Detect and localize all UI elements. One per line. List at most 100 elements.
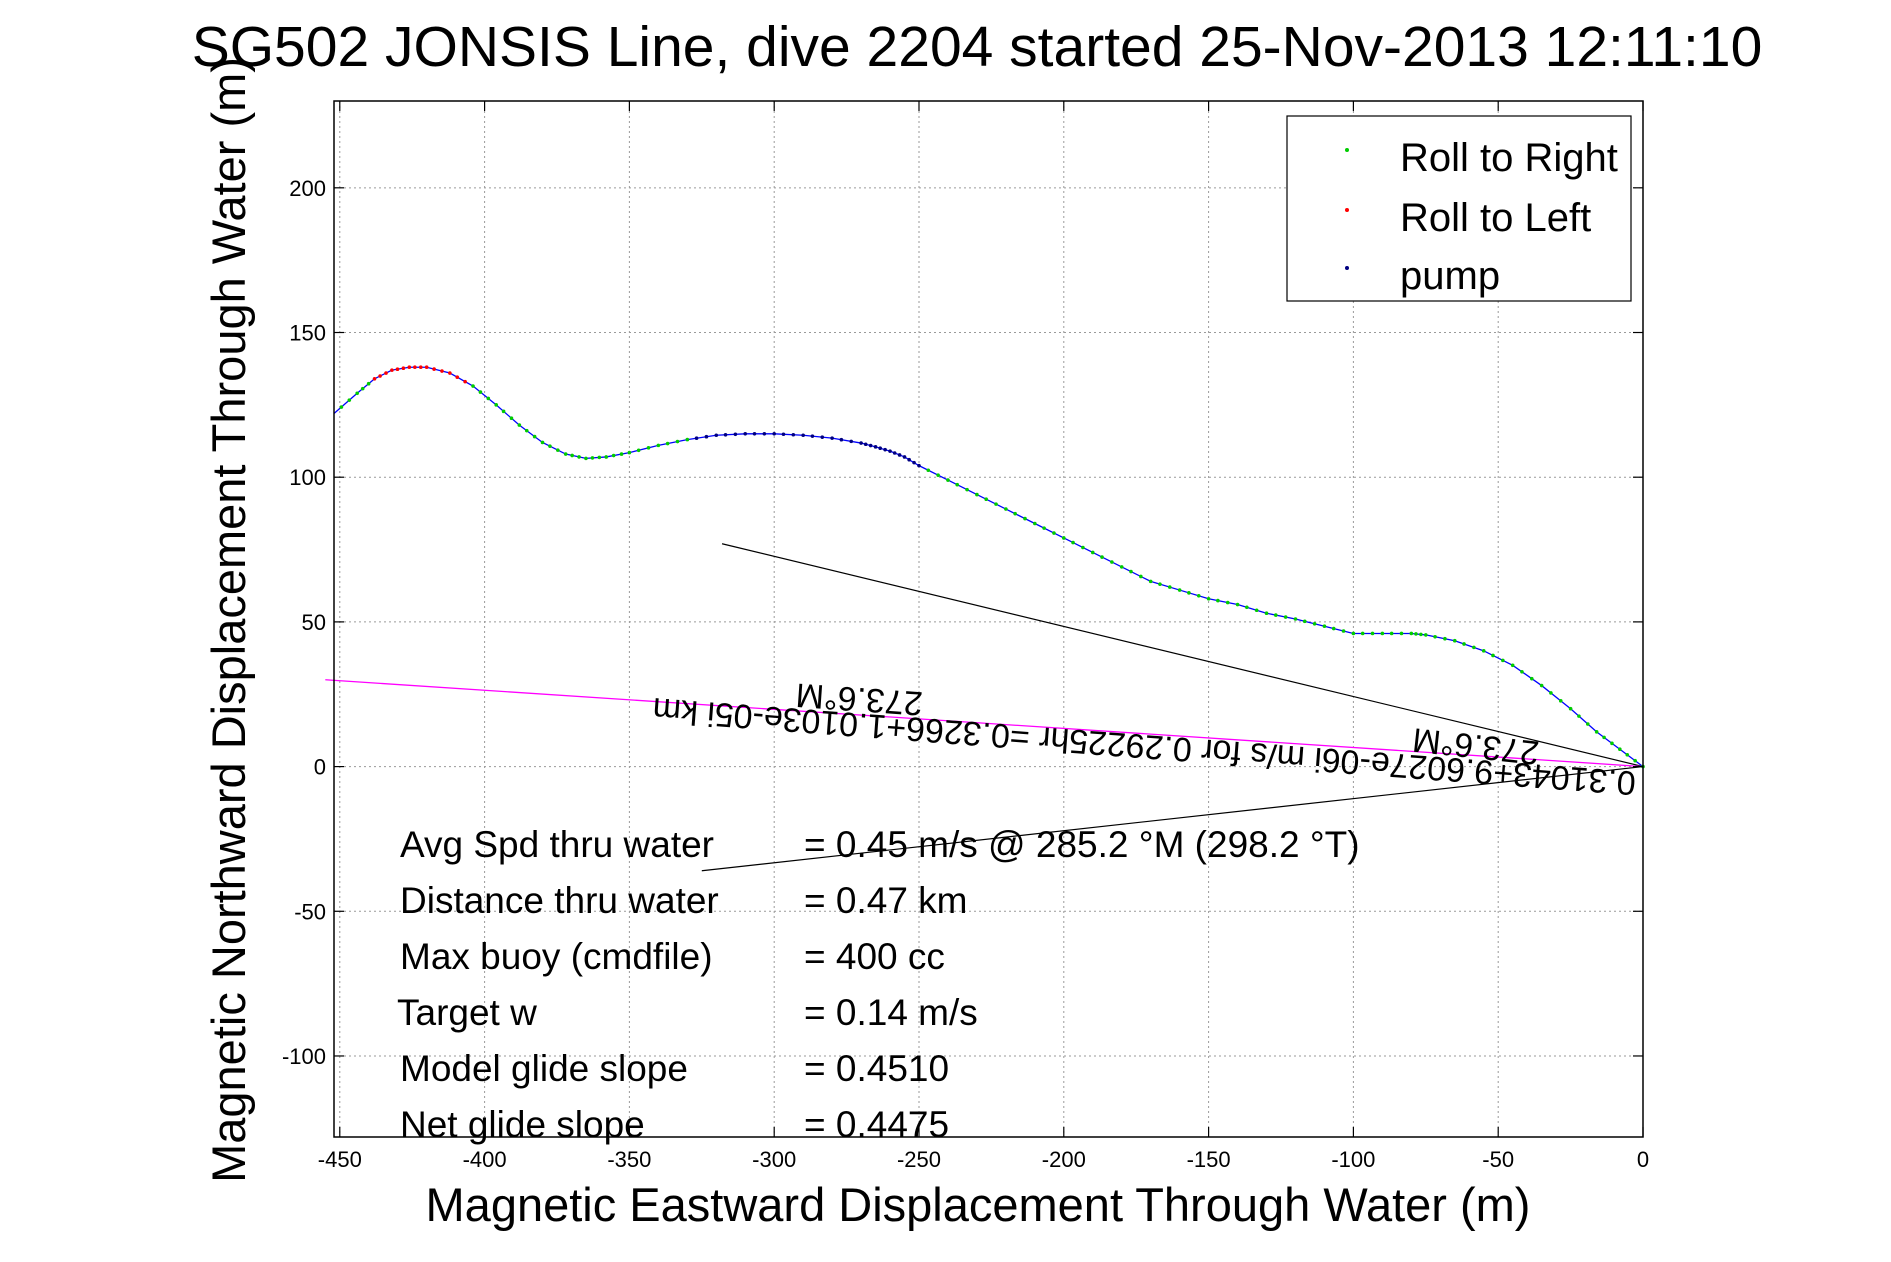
track-sample-point xyxy=(849,439,854,444)
track-sample-point xyxy=(912,460,916,465)
track-sample-point xyxy=(1322,624,1327,629)
track-sample-point xyxy=(1158,582,1162,586)
track-sample-point xyxy=(463,379,467,384)
track-sample-point xyxy=(1625,752,1630,757)
legend-label-pump: pump xyxy=(1400,254,1500,298)
track-sample-point xyxy=(548,444,552,448)
track-sample-point xyxy=(418,365,423,370)
track-sample-point xyxy=(743,431,748,436)
track-sample-point xyxy=(577,455,581,459)
track-sample-point xyxy=(1167,585,1172,589)
stat-label: Model glide slope xyxy=(400,1048,688,1089)
track-sample-point xyxy=(1433,634,1437,639)
track-sample-point xyxy=(584,456,588,461)
track-sample-point xyxy=(791,432,796,437)
track-sample-point xyxy=(1225,600,1230,605)
track-sample-point xyxy=(1399,631,1404,636)
stat-value: = 0.4475 xyxy=(804,1104,949,1145)
track-sample-point xyxy=(1520,669,1524,674)
track-sample-point xyxy=(378,374,382,378)
track-sample-point xyxy=(1293,617,1298,621)
y-tick-label: 200 xyxy=(289,176,326,201)
track-sample-point xyxy=(1481,649,1486,653)
track-sample-point xyxy=(1419,632,1423,637)
track-sample-point xyxy=(1081,545,1085,550)
x-tick-label: -400 xyxy=(463,1147,507,1172)
track-sample-point xyxy=(1119,565,1124,569)
chart-title: SG502 JONSIS Line, dive 2204 started 25-… xyxy=(192,15,1763,79)
track-sample-point xyxy=(486,396,491,401)
track-sample-point xyxy=(810,434,815,438)
track-sample-point xyxy=(501,409,506,414)
stat-value: = 0.4510 xyxy=(804,1048,949,1089)
track-sample-point xyxy=(994,502,998,506)
track-sample-point xyxy=(1341,629,1346,633)
y-tick-label: -50 xyxy=(294,899,326,924)
track-sample-point xyxy=(762,431,767,436)
mark-layer xyxy=(325,365,1645,872)
track-sample-point xyxy=(917,463,921,468)
legend-box xyxy=(1286,115,1632,302)
track-sample-point xyxy=(471,384,475,388)
track-sample-point xyxy=(656,443,661,448)
track-sample-point xyxy=(1529,676,1534,681)
track-sample-point xyxy=(1187,591,1191,595)
track-sample-point xyxy=(401,366,406,371)
track-sample-point xyxy=(1061,536,1066,540)
stat-label: Target w xyxy=(397,992,537,1033)
track-sample-point xyxy=(873,445,878,449)
track-sample-point xyxy=(1618,747,1622,752)
track-sample-point xyxy=(556,448,560,452)
track-sample-point xyxy=(1409,631,1414,636)
legend-marker-roll-right xyxy=(1345,148,1349,152)
track-sample-point xyxy=(1510,663,1515,668)
plot-frame xyxy=(333,100,1644,1138)
track-sample-point xyxy=(563,452,568,456)
track-sample-point xyxy=(455,375,460,379)
x-tick-label: -250 xyxy=(897,1147,941,1172)
track-sample-point xyxy=(395,367,400,372)
track-sample-point xyxy=(440,369,444,373)
current-estimate-line xyxy=(325,679,1644,768)
track-sample-point xyxy=(1501,658,1505,663)
track-sample-point xyxy=(1254,608,1259,613)
track-sample-point xyxy=(733,432,738,437)
track-sample-point xyxy=(675,439,680,444)
track-sample-point xyxy=(926,468,931,473)
track-sample-point xyxy=(1004,507,1008,511)
y-tick-label: 100 xyxy=(289,465,326,490)
current-vector-line xyxy=(701,765,1644,872)
track-sample-point xyxy=(1245,605,1249,610)
track-sample-point xyxy=(570,453,574,458)
track-sample-point xyxy=(432,367,436,371)
track-sample-point xyxy=(902,455,907,459)
track-sample-point xyxy=(752,431,757,436)
track-sample-point xyxy=(604,455,609,459)
y-tick-label: 150 xyxy=(289,321,326,346)
track-sample-point xyxy=(984,497,988,501)
track-sample-point xyxy=(714,433,719,438)
track-sample-point xyxy=(665,441,670,446)
track-sample-point xyxy=(590,456,595,460)
y-axis-label: Magnetic Northward Displacement Through … xyxy=(202,57,255,1183)
track-sample-point xyxy=(907,457,911,462)
track-sample-point xyxy=(1206,596,1211,601)
track-sample-point xyxy=(863,442,868,447)
stat-label: Net glide slope xyxy=(400,1104,645,1145)
x-tick-label: -150 xyxy=(1187,1147,1231,1172)
track-sample-point xyxy=(448,371,452,375)
x-tick-label: 0 xyxy=(1637,1147,1649,1172)
y-tick-label: 50 xyxy=(302,610,326,635)
track-sample-point xyxy=(1090,550,1095,555)
track-sample-point xyxy=(1633,758,1637,763)
track-sample-point xyxy=(407,365,412,370)
track-sample-point xyxy=(1177,588,1182,592)
track-sample-point xyxy=(772,431,776,436)
track-sample-point xyxy=(883,447,887,452)
track-sample-point xyxy=(1491,653,1495,658)
track-sample-point xyxy=(723,432,728,437)
track-sample-point xyxy=(1443,636,1447,641)
track-sample-point xyxy=(390,368,394,372)
track-sample-point xyxy=(888,449,892,453)
